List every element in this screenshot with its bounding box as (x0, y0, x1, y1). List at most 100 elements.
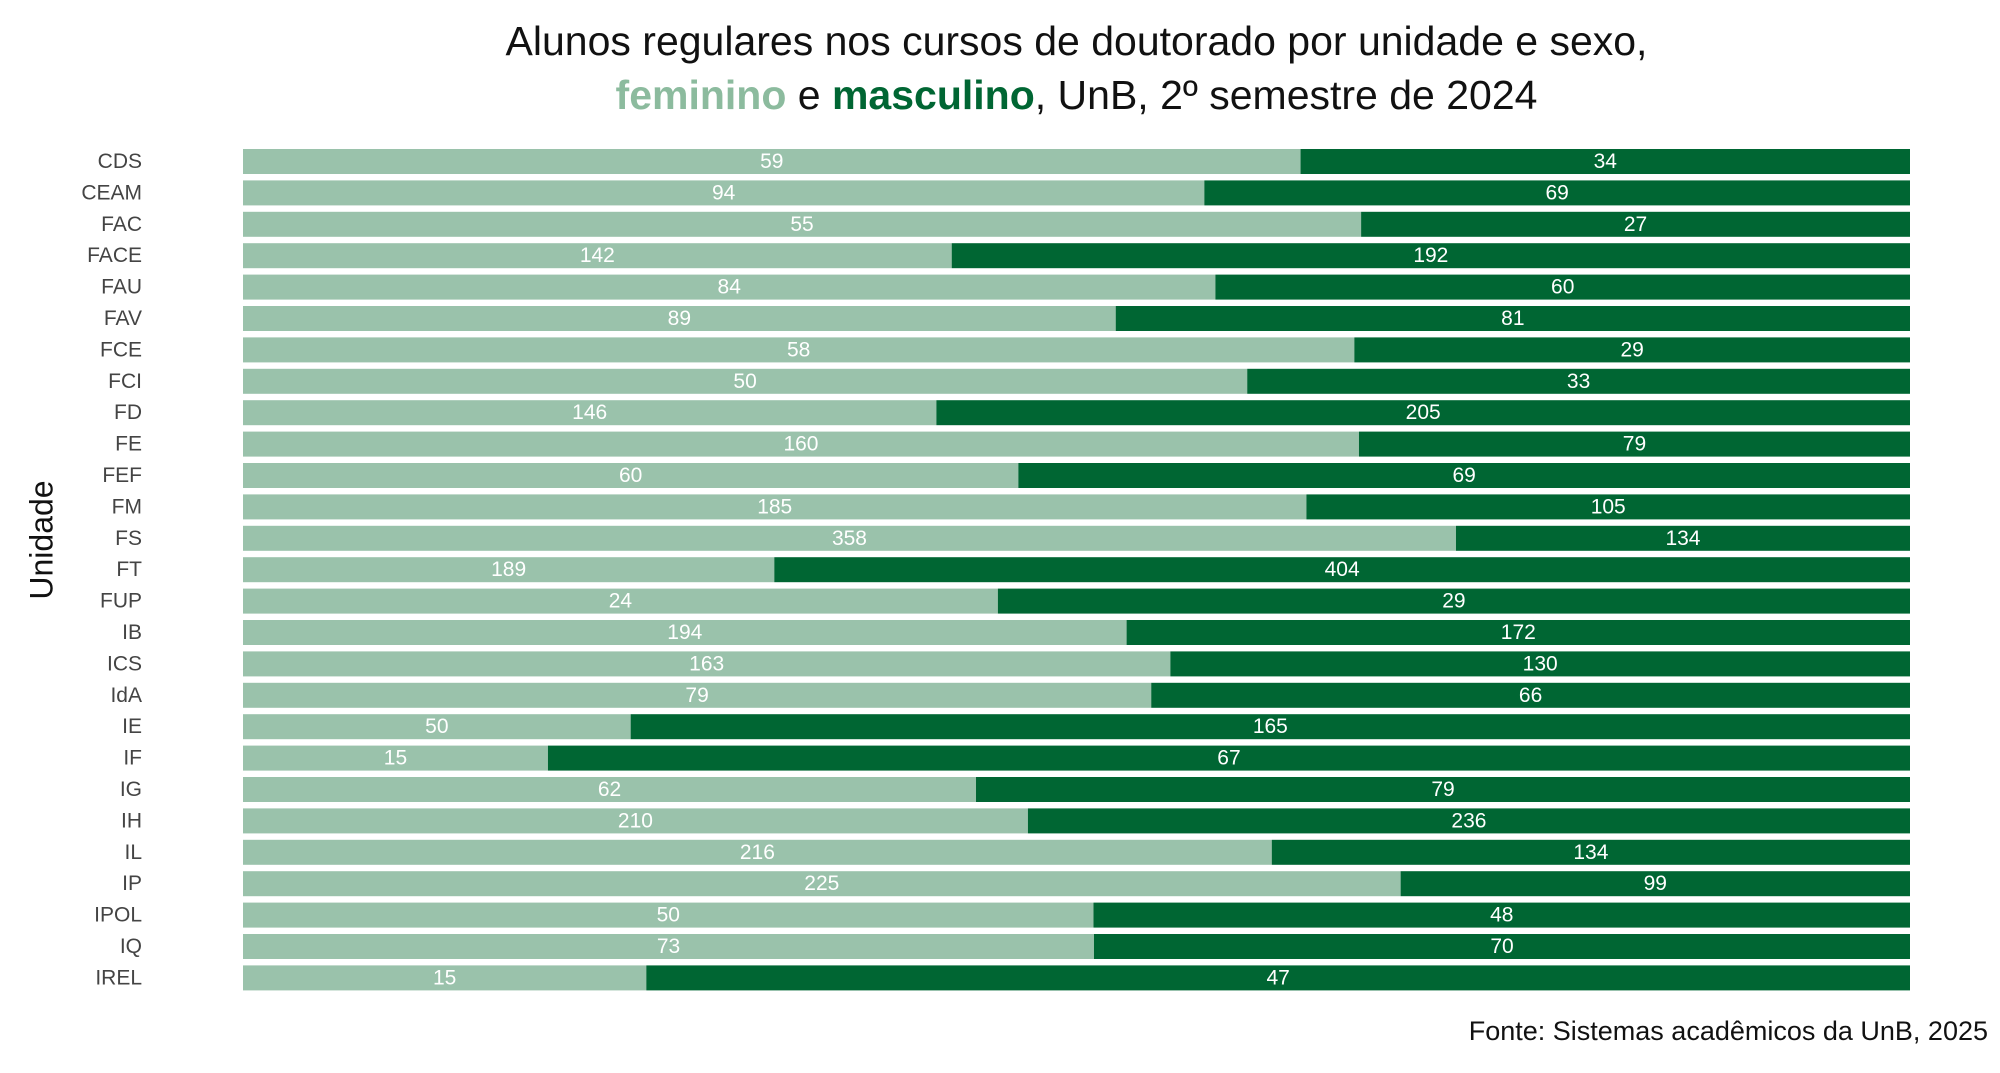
value-label-masculino: 60 (1551, 276, 1574, 299)
value-label-masculino: 192 (1413, 244, 1448, 267)
category-label: FEF (102, 464, 142, 487)
bar-feminino-IG (243, 777, 977, 802)
bar-feminino-FAC (243, 211, 1362, 237)
category-label: IREL (95, 966, 142, 989)
bar-masculino-FEF (1018, 463, 1910, 488)
value-label-feminino: 15 (384, 747, 407, 770)
category-label: FAU (101, 276, 142, 299)
value-label-feminino: 185 (757, 495, 792, 518)
bar-masculino-FT (774, 557, 1911, 583)
value-label-masculino: 27 (1624, 213, 1647, 236)
value-label-masculino: 205 (1406, 401, 1441, 424)
bar-masculino-IF (547, 745, 1911, 771)
bar-feminino-CEAM (243, 180, 1205, 206)
category-label: IL (124, 841, 142, 864)
bar-masculino-IE (630, 714, 1910, 740)
category-label: IG (120, 778, 142, 801)
bar-feminino-IREL (243, 965, 647, 991)
value-label-masculino: 47 (1266, 966, 1289, 989)
bar-feminino-IF (243, 745, 548, 771)
value-label-feminino: 79 (685, 684, 708, 707)
value-label-masculino: 99 (1644, 872, 1667, 895)
bar-masculino-IG (976, 777, 1910, 802)
value-label-masculino: 79 (1431, 778, 1454, 801)
bar-feminino-FEF (243, 463, 1019, 488)
value-label-masculino: 130 (1523, 652, 1558, 675)
value-label-masculino: 236 (1451, 809, 1486, 832)
category-label: FUP (100, 590, 142, 613)
value-label-feminino: 24 (609, 590, 633, 613)
source-note: Fonte: Sistemas acadêmicos da UnB, 2025 (1468, 1016, 1988, 1046)
value-label-feminino: 225 (804, 872, 839, 895)
category-label: IF (123, 747, 142, 770)
bar-masculino-IP (1400, 871, 1910, 897)
bar-masculino-FD (936, 400, 1910, 426)
category-label: CDS (98, 150, 142, 173)
value-label-feminino: 142 (580, 244, 615, 267)
bar-feminino-IB (243, 620, 1127, 645)
value-label-feminino: 50 (657, 904, 680, 927)
category-label: IPOL (94, 904, 142, 927)
category-label: FT (116, 558, 142, 581)
bar-feminino-ICS (243, 651, 1171, 677)
bar-feminino-FACE (243, 243, 952, 269)
bar-feminino-IQ (243, 934, 1094, 959)
value-label-feminino: 58 (787, 338, 810, 361)
bar-feminino-IP (243, 871, 1401, 897)
value-label-masculino: 33 (1567, 370, 1590, 393)
value-label-masculino: 48 (1490, 904, 1513, 927)
bar-masculino-FCI (1247, 368, 1910, 394)
category-label: IdA (110, 684, 142, 707)
value-label-masculino: 134 (1573, 841, 1608, 864)
value-label-masculino: 34 (1594, 150, 1618, 173)
category-label: IH (121, 809, 142, 832)
value-label-feminino: 50 (425, 715, 448, 738)
value-label-masculino: 172 (1501, 621, 1536, 644)
bar-masculino-FAU (1215, 274, 1910, 300)
value-label-masculino: 29 (1620, 338, 1643, 361)
bar-masculino-FUP (997, 588, 1910, 614)
bar-masculino-IQ (1093, 934, 1910, 959)
category-label: FCE (100, 338, 142, 361)
value-label-feminino: 59 (760, 150, 783, 173)
value-label-feminino: 189 (491, 558, 526, 581)
category-label: IQ (120, 935, 142, 958)
category-label: CEAM (81, 181, 142, 204)
title-line-1: Alunos regulares nos cursos de doutorado… (505, 18, 1648, 64)
value-label-feminino: 89 (668, 307, 691, 330)
category-label: FM (112, 495, 142, 518)
value-label-masculino: 67 (1217, 747, 1240, 770)
value-label-masculino: 69 (1545, 181, 1568, 204)
bar-masculino-CDS (1300, 149, 1910, 174)
bar-feminino-IL (243, 839, 1272, 865)
bar-feminino-FT (243, 557, 775, 583)
category-label: IB (122, 621, 142, 644)
bar-masculino-IB (1126, 620, 1910, 645)
bar-feminino-FS (243, 525, 1456, 551)
bar-masculino-FAV (1115, 306, 1910, 331)
bar-masculino-FAC (1361, 211, 1910, 237)
bar-masculino-FACE (951, 243, 1910, 269)
value-label-feminino: 210 (618, 809, 653, 832)
value-label-feminino: 146 (572, 401, 607, 424)
category-label: IE (122, 715, 142, 738)
bar-feminino-FUP (243, 588, 998, 614)
value-label-masculino: 81 (1501, 307, 1524, 330)
value-label-feminino: 194 (667, 621, 702, 644)
bar-feminino-CDS (243, 149, 1301, 174)
bar-feminino-FD (243, 400, 937, 426)
bar-masculino-IH (1027, 808, 1910, 834)
category-label: IP (122, 872, 142, 895)
bar-feminino-FCI (243, 368, 1248, 394)
value-label-masculino: 134 (1665, 527, 1700, 550)
value-label-masculino: 66 (1519, 684, 1542, 707)
value-label-masculino: 165 (1253, 715, 1288, 738)
title-feminino: feminino (615, 72, 787, 118)
value-label-masculino: 105 (1591, 495, 1626, 518)
bar-masculino-IL (1271, 839, 1910, 865)
y-axis-label: Unidade (23, 480, 60, 600)
value-label-masculino: 79 (1623, 433, 1646, 456)
category-label: FAV (104, 307, 142, 330)
bar-masculino-IREL (646, 965, 1911, 991)
